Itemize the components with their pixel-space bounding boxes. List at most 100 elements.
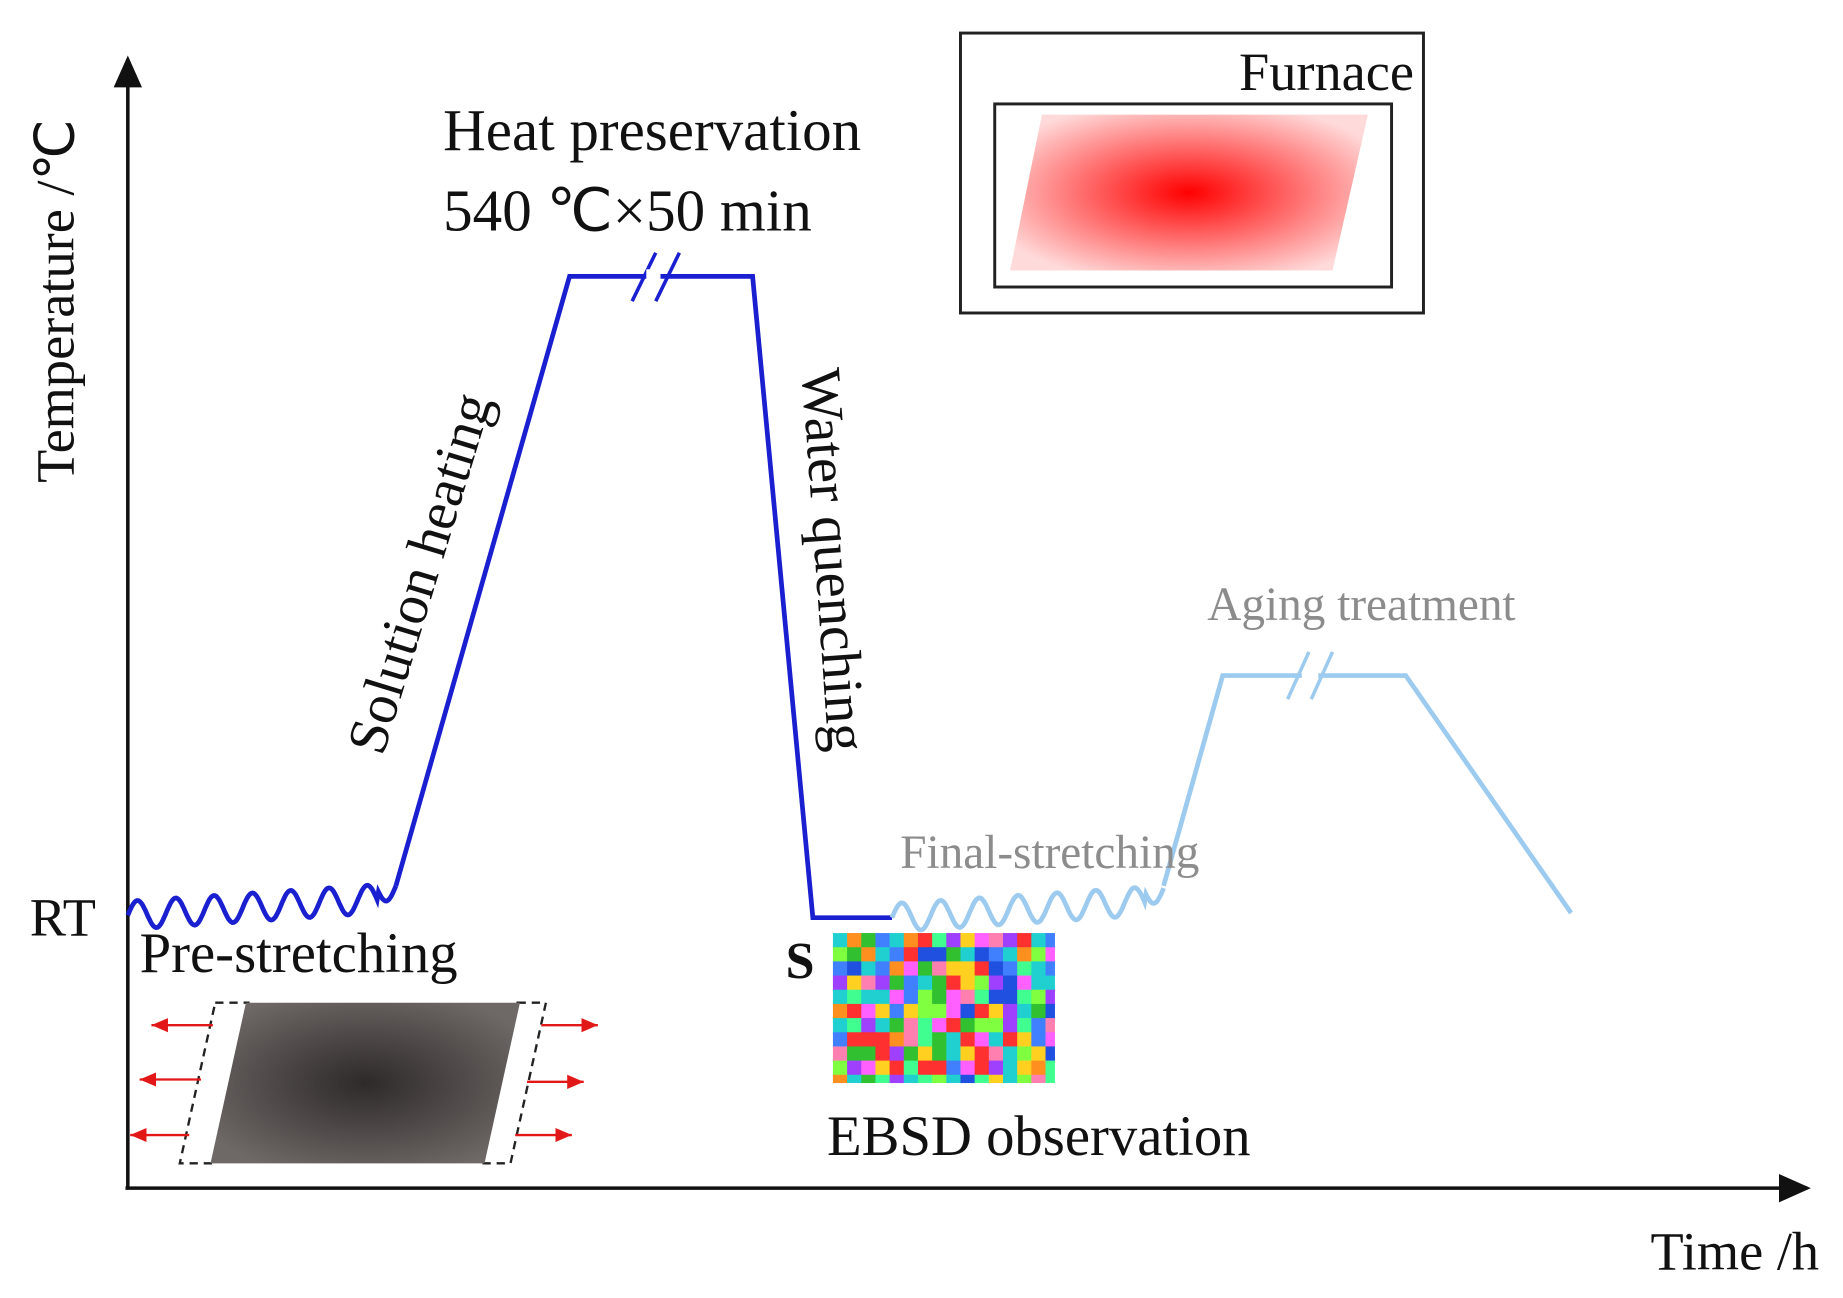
grain [1017,975,1033,991]
grain [960,989,976,1006]
grain [960,947,976,963]
grain [1031,1018,1047,1034]
grain [875,1032,891,1048]
grain [903,975,920,991]
grain [847,961,863,977]
grain [832,975,849,991]
grain [832,1003,849,1020]
grain [1002,989,1019,1006]
grain [1045,961,1055,977]
grain [988,947,1005,963]
grain [946,961,962,977]
grain [889,933,905,949]
grain [889,975,905,991]
grain [875,989,891,1006]
grain [1017,1003,1033,1020]
grain [960,961,976,977]
water-quenching-label: Water quenching [789,366,879,754]
grain [847,989,863,1006]
grain [960,975,976,991]
grain [960,933,976,949]
grain [1031,975,1047,991]
grain [1002,1003,1019,1020]
grain [960,1032,976,1048]
grain [1002,1018,1019,1034]
grain [1031,989,1047,1006]
grain [889,1046,905,1062]
grain [861,1046,877,1062]
break-mark [1309,651,1335,700]
grain [889,989,905,1006]
grain [960,1060,976,1076]
grain [1031,1003,1047,1020]
grain [903,1018,920,1034]
grain [847,1074,863,1084]
grain [988,1074,1005,1084]
grain [889,1074,905,1084]
grain [1045,1003,1055,1020]
grain [861,1018,877,1034]
grain [832,933,849,949]
grain [960,1018,976,1034]
grain [861,975,877,991]
grain [889,961,905,977]
grain [974,933,991,949]
grain [861,933,877,949]
stretched-sample [210,1002,520,1164]
grain [988,1032,1005,1048]
grain [1031,961,1047,977]
grain [932,1003,948,1020]
break-gap [1301,667,1319,684]
grain [861,1032,877,1048]
ebsd-label: EBSD observation [827,1105,1251,1168]
grain [932,989,948,1006]
grain [946,1003,962,1020]
grain [988,989,1005,1006]
break-mark [630,251,658,302]
grain [875,975,891,991]
grain [875,1003,891,1020]
grain [861,947,877,963]
grain [946,1060,962,1076]
grain [832,1074,849,1084]
grain [974,1046,991,1062]
grain [932,975,948,991]
grain [1031,1060,1047,1076]
pre-stretch-wave [125,882,399,931]
grain [1045,1046,1055,1062]
grain [889,1032,905,1048]
grain [875,1046,891,1062]
grain [875,947,891,963]
grain [1017,1060,1033,1076]
sample-marker: S [786,933,815,990]
grain [903,1046,920,1062]
grain [1045,1018,1055,1034]
grain [1045,947,1055,963]
grain [1031,1032,1047,1048]
grain [974,947,991,963]
grain [1031,1046,1047,1062]
grain [903,1003,920,1020]
sample-edge [178,1001,250,1165]
grain [903,1032,920,1048]
grain [932,961,948,977]
grain [832,1018,849,1034]
grain [988,1018,1005,1034]
grain [861,1074,877,1084]
grain [1045,975,1055,991]
grain [847,947,863,963]
grain [875,961,891,977]
final-stretching-label: Final-stretching [900,827,1199,879]
grain [1017,1032,1033,1048]
process-curve [393,274,892,921]
grain [832,1046,849,1062]
grain [974,961,991,977]
grain [917,1032,934,1048]
grain [832,1032,849,1048]
grain [1031,947,1047,963]
grain [932,1074,948,1084]
grain [875,1074,891,1084]
grain [988,1046,1005,1062]
aging-treatment-label: Aging treatment [1207,579,1515,631]
grain [988,933,1005,949]
